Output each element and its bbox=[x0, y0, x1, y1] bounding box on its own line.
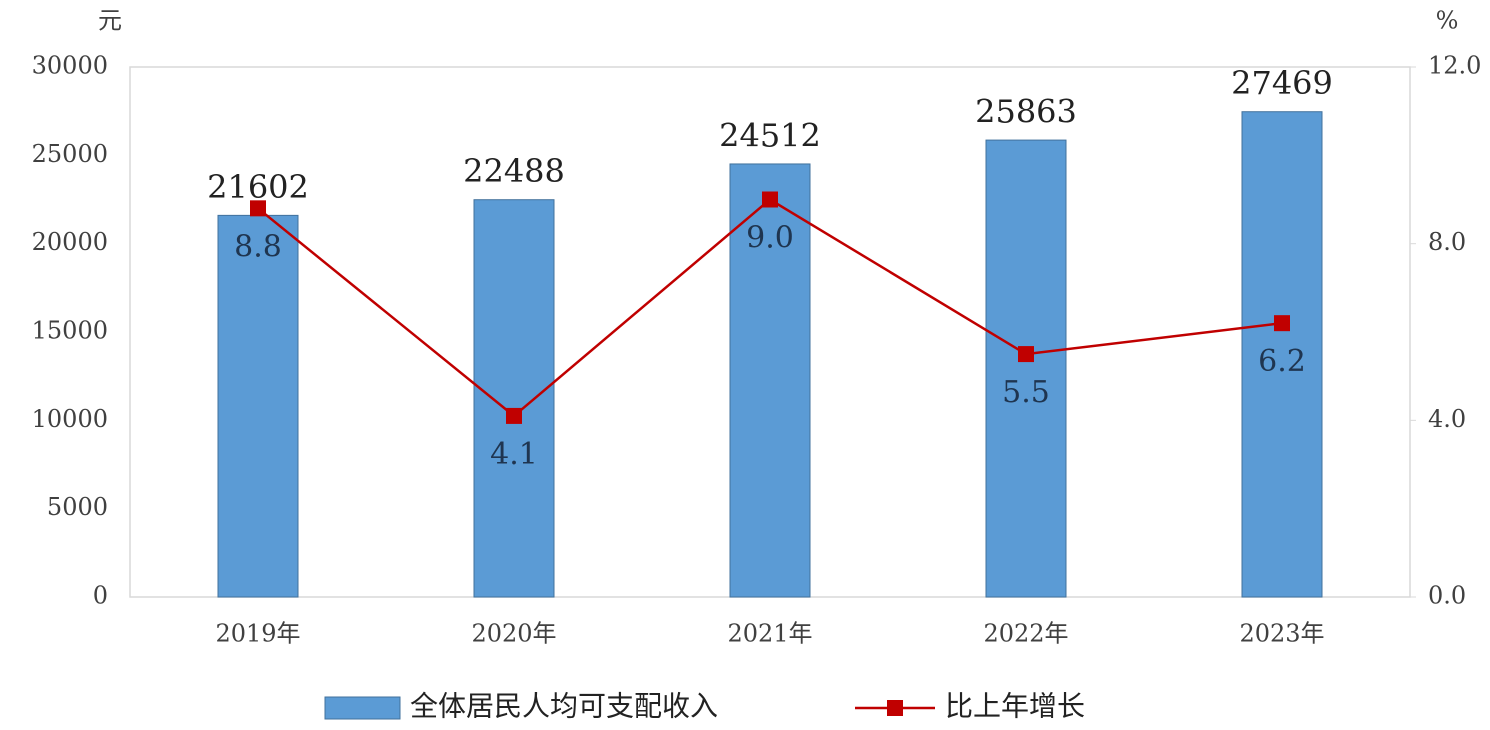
legend-label: 比上年增长 bbox=[945, 690, 1085, 723]
y-tick-label: 0 bbox=[93, 582, 108, 610]
y2-tick-label: 8.0 bbox=[1428, 228, 1466, 256]
y-tick-label: 15000 bbox=[32, 317, 108, 345]
bar-value-label: 22488 bbox=[463, 152, 565, 190]
legend-marker bbox=[887, 700, 903, 716]
bar bbox=[217, 214, 299, 598]
x-tick-label: 2021年 bbox=[727, 620, 812, 648]
y-tick-label: 25000 bbox=[32, 140, 108, 168]
x-tick-label: 2022年 bbox=[983, 620, 1068, 648]
x-tick-label: 2019年 bbox=[215, 620, 300, 648]
x-tick-label: 2023年 bbox=[1239, 620, 1324, 648]
line-value-label: 8.8 bbox=[234, 229, 282, 264]
y-tick-label: 10000 bbox=[32, 405, 108, 433]
legend-swatch bbox=[324, 696, 401, 720]
y2-unit: % bbox=[1436, 7, 1459, 35]
bar-value-label: 27469 bbox=[1231, 64, 1333, 102]
bar-value-label: 25863 bbox=[975, 93, 1077, 131]
line-marker bbox=[506, 407, 522, 424]
y-tick-label: 30000 bbox=[32, 52, 108, 80]
y2-tick-label: 4.0 bbox=[1428, 405, 1466, 433]
line-value-label: 6.2 bbox=[1258, 344, 1306, 379]
line-value-label: 5.5 bbox=[1002, 375, 1050, 410]
bar-value-label: 24512 bbox=[719, 116, 821, 154]
line-marker bbox=[762, 191, 778, 208]
x-tick-label: 2020年 bbox=[471, 620, 556, 648]
bar-value-label: 21602 bbox=[207, 168, 309, 206]
bar bbox=[729, 163, 811, 598]
y2-tick-label: 12.0 bbox=[1428, 52, 1481, 80]
bar bbox=[473, 199, 555, 598]
y-tick-label: 5000 bbox=[47, 493, 108, 521]
bar bbox=[1241, 111, 1323, 598]
y2-tick-label: 0.0 bbox=[1428, 582, 1466, 610]
line-marker bbox=[1018, 346, 1034, 363]
bar bbox=[985, 139, 1067, 598]
line-value-label: 9.0 bbox=[746, 221, 794, 256]
line-value-label: 4.1 bbox=[490, 437, 538, 472]
line-marker bbox=[1274, 315, 1290, 332]
line-marker bbox=[250, 200, 266, 217]
legend-label: 全体居民人均可支配收入 bbox=[410, 690, 718, 723]
y-unit: 元 bbox=[98, 7, 122, 35]
y-tick-label: 20000 bbox=[32, 228, 108, 256]
